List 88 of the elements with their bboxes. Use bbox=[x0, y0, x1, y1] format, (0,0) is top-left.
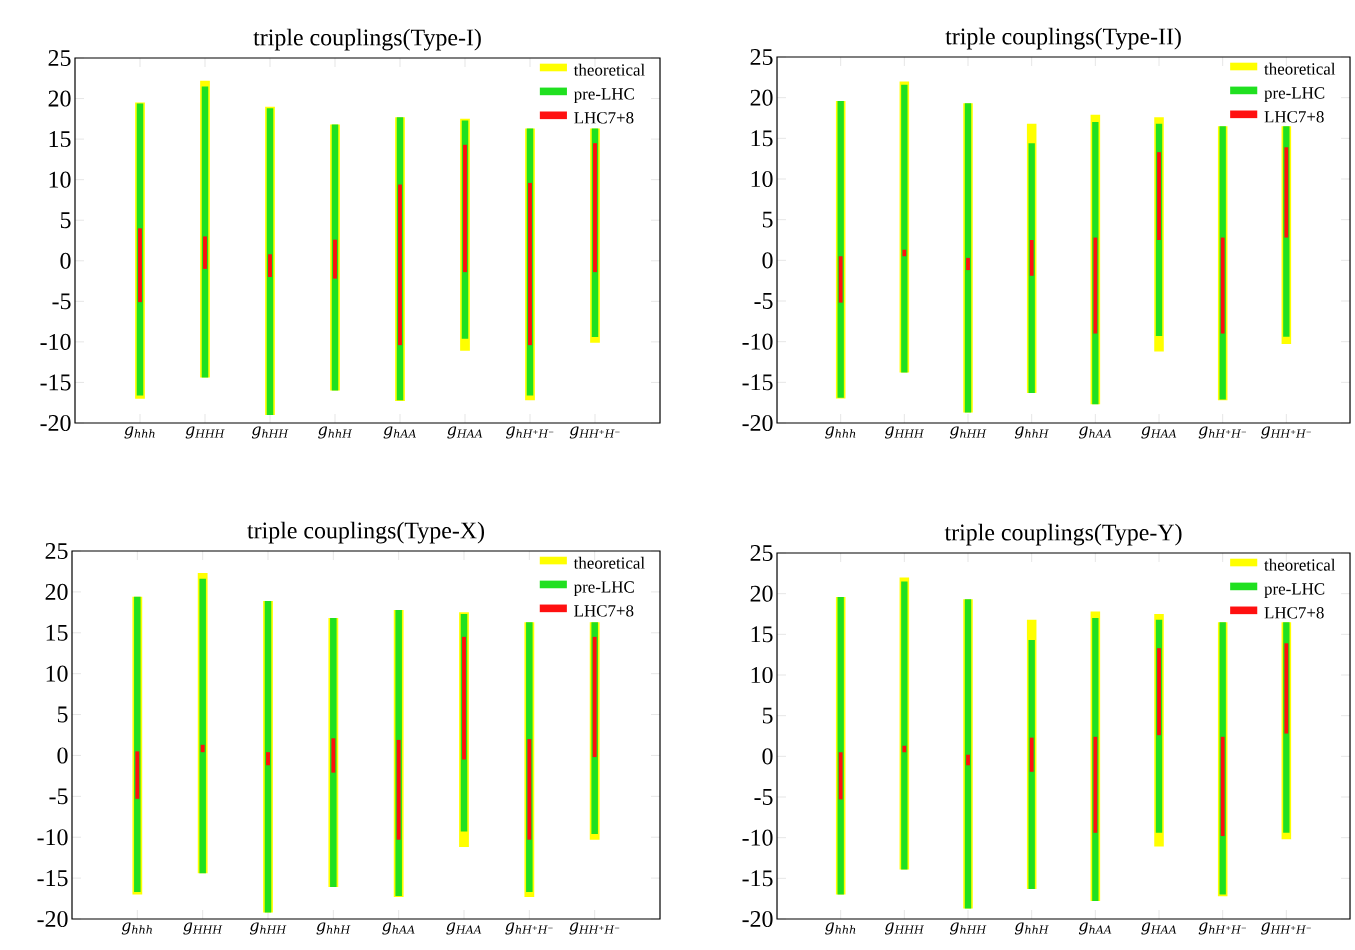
legend-label: pre-LHC bbox=[573, 581, 634, 597]
x-tick-label: g$_{HAA}$ bbox=[1141, 426, 1177, 439]
y-tick-label: -15 bbox=[40, 374, 71, 391]
y-tick-label: 0 bbox=[762, 748, 773, 765]
y-tick-label: 10 bbox=[49, 171, 71, 188]
x-tick-label: g$_{hH⁺H⁻}$ bbox=[1198, 922, 1246, 935]
y-tick-label: -10 bbox=[40, 333, 71, 350]
y-tick-label: 10 bbox=[46, 665, 68, 682]
x-tick-label: g$_{HH⁺H⁻}$ bbox=[1261, 426, 1311, 439]
x-tick-label: g$_{HH⁺H⁻}$ bbox=[569, 426, 620, 439]
y-tick-label: 0 bbox=[60, 252, 71, 269]
x-tick-label: g$_{hAA}$ bbox=[382, 922, 415, 935]
x-tick-label: g$_{hhH}$ bbox=[1014, 426, 1049, 439]
x-tick-label: g$_{hHH}$ bbox=[251, 426, 289, 439]
y-tick-label: 15 bbox=[751, 626, 773, 643]
legend-label: LHC7+8 bbox=[574, 605, 634, 617]
x-tick-label: g$_{hhh}$ bbox=[825, 922, 856, 935]
y-tick-label: -15 bbox=[742, 374, 773, 391]
y-tick-label: 20 bbox=[48, 90, 71, 107]
legend-label: pre-LHC bbox=[1264, 87, 1325, 103]
legend-label: pre-LHC bbox=[1264, 583, 1325, 599]
chart-title: triple couplings(Type-Y) bbox=[944, 523, 1182, 546]
x-tick-label: g$_{HH⁺H⁻}$ bbox=[569, 922, 620, 935]
x-tick-label: g$_{hH⁺H⁻}$ bbox=[505, 922, 553, 935]
x-tick-label: g$_{hHH}$ bbox=[249, 922, 287, 935]
x-tick-label: g$_{hHH}$ bbox=[949, 426, 987, 439]
x-tick-label: g$_{HHH}$ bbox=[884, 922, 924, 935]
x-tick-label: g$_{hhh}$ bbox=[124, 426, 155, 439]
x-tick-label: g$_{HHH}$ bbox=[183, 922, 223, 935]
x-tick-label: g$_{hhh}$ bbox=[825, 426, 856, 439]
x-tick-label: g$_{HHH}$ bbox=[884, 426, 924, 439]
y-tick-label: 25 bbox=[750, 544, 773, 562]
y-tick-label: -20 bbox=[37, 910, 68, 928]
x-tick-label: g$_{HHH}$ bbox=[185, 426, 225, 439]
y-tick-label: 25 bbox=[45, 542, 68, 560]
y-tick-label: -5 bbox=[754, 789, 773, 805]
y-tick-label: 10 bbox=[751, 170, 773, 188]
y-tick-label: -20 bbox=[40, 414, 71, 432]
x-tick-label: g$_{HH⁺H⁻}$ bbox=[1261, 922, 1311, 935]
y-tick-label: -20 bbox=[742, 910, 773, 928]
x-tick-label: g$_{HAA}$ bbox=[447, 426, 483, 439]
y-tick-label: 20 bbox=[750, 89, 773, 106]
x-tick-label: g$_{hAA}$ bbox=[383, 426, 416, 439]
y-tick-label: -10 bbox=[742, 333, 773, 350]
x-tick-label: g$_{HAA}$ bbox=[1141, 922, 1177, 935]
y-tick-label: 25 bbox=[750, 48, 773, 66]
y-tick-label: -5 bbox=[49, 788, 68, 805]
y-tick-label: -5 bbox=[52, 293, 71, 310]
y-tick-label: -5 bbox=[754, 293, 773, 309]
chart-title: triple couplings(Type-X) bbox=[247, 521, 484, 544]
y-tick-label: 5 bbox=[762, 211, 773, 228]
y-tick-label: 25 bbox=[48, 49, 71, 67]
y-tick-label: 15 bbox=[49, 131, 71, 148]
y-tick-label: 15 bbox=[751, 130, 773, 147]
y-tick-label: -15 bbox=[37, 870, 68, 887]
legend-label: LHC7+8 bbox=[1264, 607, 1324, 619]
x-tick-label: g$_{hH⁺H⁻}$ bbox=[506, 426, 554, 439]
y-tick-label: 20 bbox=[45, 583, 68, 600]
chart-title: triple couplings(Type-I) bbox=[253, 28, 481, 51]
x-tick-label: g$_{hhH}$ bbox=[316, 922, 351, 935]
y-tick-label: 15 bbox=[46, 624, 68, 641]
x-tick-label: g$_{hAA}$ bbox=[1078, 426, 1112, 439]
y-tick-label: 5 bbox=[60, 212, 71, 229]
x-tick-label: g$_{hhH}$ bbox=[318, 426, 353, 439]
legend-label: theoretical bbox=[1264, 62, 1336, 75]
y-tick-label: 10 bbox=[751, 666, 773, 684]
y-tick-label: -15 bbox=[742, 870, 773, 887]
x-tick-label: g$_{hH⁺H⁻}$ bbox=[1198, 426, 1246, 439]
x-tick-label: g$_{HAA}$ bbox=[446, 922, 482, 935]
legend-label: theoretical bbox=[573, 556, 645, 569]
x-tick-label: g$_{hhH}$ bbox=[1014, 922, 1049, 935]
legend-label: LHC7+8 bbox=[1264, 111, 1324, 123]
x-tick-label: g$_{hAA}$ bbox=[1078, 922, 1112, 935]
y-tick-label: 0 bbox=[57, 747, 68, 764]
y-tick-label: 0 bbox=[762, 252, 773, 269]
legend-label: theoretical bbox=[573, 63, 645, 76]
chart-title: triple couplings(Type-II) bbox=[945, 27, 1181, 50]
x-tick-label: g$_{hhh}$ bbox=[121, 922, 152, 935]
legend-label: theoretical bbox=[1264, 558, 1336, 571]
y-tick-label: 5 bbox=[57, 706, 68, 723]
y-tick-label: -10 bbox=[742, 829, 773, 846]
y-tick-label: -10 bbox=[37, 829, 68, 846]
x-tick-label: g$_{hHH}$ bbox=[949, 922, 987, 935]
y-tick-label: -20 bbox=[742, 414, 773, 432]
y-tick-label: 20 bbox=[750, 585, 773, 602]
y-tick-label: 5 bbox=[762, 707, 773, 724]
legend-label: LHC7+8 bbox=[574, 112, 634, 124]
legend-label: pre-LHC bbox=[573, 88, 634, 104]
